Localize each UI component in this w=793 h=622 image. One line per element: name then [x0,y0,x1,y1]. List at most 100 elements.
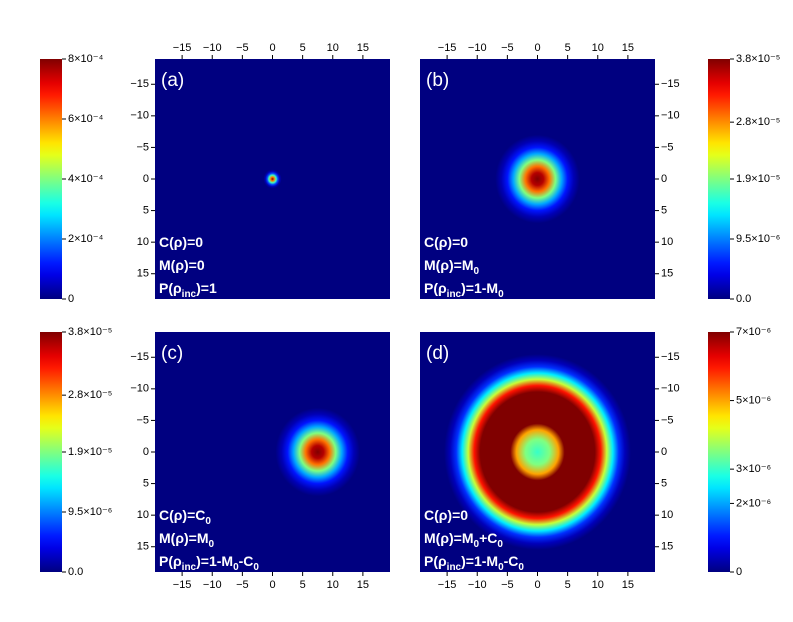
colorbar-tick-label: 4×10⁻⁴ [68,173,104,185]
x-tick-label: 5 [300,42,306,54]
intensity-spot [495,134,580,224]
x-tick-label: −10 [468,42,487,54]
colorbar-tick-label: 3.8×10⁻⁵ [736,53,780,65]
x-tick-label: −5 [236,579,249,591]
annotation: C(ρ)=0 [159,234,203,250]
y-tick-label: 5 [661,204,667,216]
y-tick-label: −10 [661,383,680,395]
x-tick-label: −15 [438,579,457,591]
annotation-part: 0 [497,539,503,550]
y-tick-label: 5 [143,477,149,489]
colorbar [708,59,730,299]
colorbar [708,332,730,572]
annotation-part: M(ρ)=M [424,530,474,546]
x-tick-label: 5 [565,42,571,54]
colorbar-tick-label: 9.5×10⁻⁶ [736,233,780,245]
y-tick-label: 10 [661,236,673,248]
panel-label: (c) [161,343,183,364]
y-tick-label: 15 [137,268,149,280]
plot-area [420,59,655,299]
annotation: P(ρinc)=1-M0 [424,280,504,300]
colorbar-tick-label: 8×10⁻⁴ [68,53,104,65]
y-tick-label: −5 [136,141,149,153]
y-tick-label: 0 [143,173,149,185]
annotation-part: 0 [233,562,239,573]
annotation: P(ρinc)=1-M0-C0 [159,553,259,573]
y-tick-label: 15 [137,541,149,553]
annotation-part: )=1-M [461,280,498,296]
intensity-spot [444,354,631,550]
colorbar-tick-label: 2.8×10⁻⁵ [736,116,780,128]
annotation-part: C(ρ)=0 [159,234,203,250]
y-tick-label: −5 [661,141,674,153]
panel-label: (a) [161,70,184,91]
annotation-part: M(ρ)=0 [159,257,205,273]
annotation: C(ρ)=0 [424,507,468,523]
colorbar-tick-label: 5×10⁻⁶ [736,394,771,406]
y-tick-label: 10 [137,236,149,248]
annotation-part: C(ρ)=0 [424,507,468,523]
annotation-part: -C [239,553,254,569]
y-tick-label: 0 [143,446,149,458]
colorbar-tick-label: 0 [68,293,74,305]
y-tick-label: −10 [130,110,149,122]
colorbar-tick-label: 9.5×10⁻⁶ [68,506,112,518]
panel: −15 −10 −5 0 5 10 15−15−10−5051015(c)C(ρ)=C0M(… [40,326,390,591]
annotation: M(ρ)=M0+C0 [424,530,503,550]
panel-label: (b) [426,70,449,91]
annotation: M(ρ)=M0 [424,257,480,277]
colorbar-tick-label: 3×10⁻⁶ [736,463,771,475]
annotation-part: M(ρ)=M [424,257,474,273]
annotation: C(ρ)=0 [424,234,468,250]
y-tick-label: 15 [661,541,673,553]
annotation: M(ρ)=M0 [159,530,215,550]
x-tick-label: −5 [236,42,249,54]
y-tick-label: −5 [136,414,149,426]
x-tick-label: −15 [173,579,192,591]
x-tick-label: 0 [269,42,275,54]
annotation: P(ρinc)=1 [159,280,217,300]
x-tick-label: 10 [327,579,339,591]
x-tick-label: 0 [534,42,540,54]
panel: −15 −10 −5 0 5 10 15 −15 −10 −5 0 5 10 15 (b) C(ρ)=0 M(ρ… [420,42,780,305]
annotation-part: P(ρ [424,280,447,296]
annotation-part: M(ρ)=M [159,530,209,546]
annotation-part: inc [447,289,462,300]
colorbar-tick-label: 2×10⁻⁶ [736,497,771,509]
annotation-part: inc [182,562,197,573]
annotation-part: inc [182,289,197,300]
x-tick-label: 10 [327,42,339,54]
y-tick-label: 5 [143,204,149,216]
annotation-part: C(ρ)=0 [424,234,468,250]
x-tick-label: 15 [622,579,634,591]
x-tick-label: −10 [468,579,487,591]
x-tick-label: 5 [300,579,306,591]
annotation-part: 0 [474,539,480,550]
colorbar-tick-label: 2×10⁻⁴ [68,233,104,245]
y-tick-label: −10 [130,383,149,395]
annotation: C(ρ)=C0 [159,507,211,527]
y-tick-label: −15 [661,78,680,90]
x-tick-label: 10 [592,579,604,591]
x-tick-label: −15 [173,42,192,54]
y-tick-label: −10 [661,110,680,122]
x-tick-label: 15 [357,42,369,54]
intensity-spot [263,169,282,189]
x-tick-label: −5 [501,42,514,54]
annotation-part: 0 [205,516,211,527]
colorbar-tick-label: 7×10⁻⁶ [736,326,771,338]
x-tick-label: 15 [622,42,634,54]
y-tick-label: 15 [661,268,673,280]
annotation-part: 0 [209,539,215,550]
y-tick-label: 0 [661,173,667,185]
y-tick-label: 0 [661,446,667,458]
x-tick-label: 15 [357,579,369,591]
annotation-part: 0 [518,562,524,573]
y-tick-label: −15 [130,78,149,90]
colorbar-tick-label: 6×10⁻⁴ [68,113,104,125]
panel-label: (d) [426,343,449,364]
annotation: P(ρinc)=1-M0-C0 [424,553,524,573]
y-tick-label: 10 [661,509,673,521]
x-tick-label: 10 [592,42,604,54]
colorbar-tick-label: 0.0 [736,293,751,305]
